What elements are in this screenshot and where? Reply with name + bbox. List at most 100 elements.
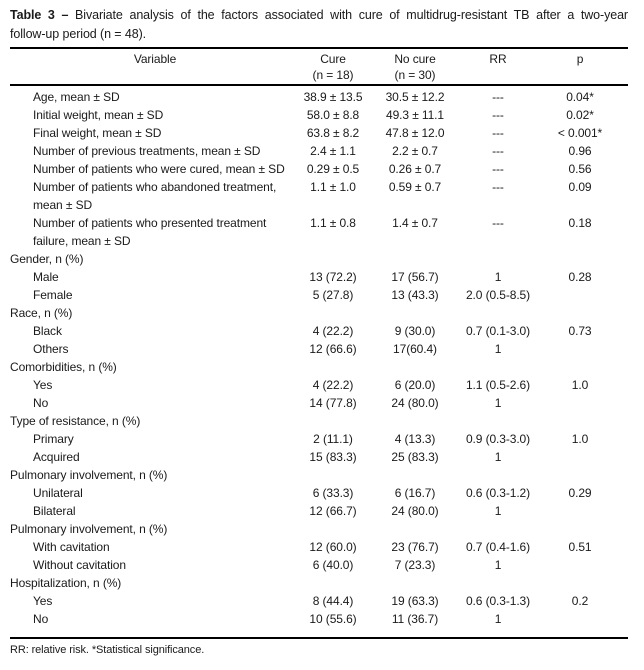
variable-cell: Without cavitation xyxy=(33,558,126,572)
group-label: Gender, n (%) xyxy=(10,252,84,266)
rr-cell: --- xyxy=(492,144,504,158)
table-body: Age, mean ± SD 38.9 ± 13.5 30.5 ± 12.2 --- 0… xyxy=(10,85,628,628)
header-row: Variable Cure (n = 18) No cure (n = 30) … xyxy=(10,49,628,86)
table-caption: Table 3 – Bivariate analysis of the fact… xyxy=(10,6,628,49)
variable-cell: Primary xyxy=(33,432,74,446)
p-cell: 0.51 xyxy=(568,540,592,554)
table-row: Primary 2 (11.1) 4 (13.3) 0.9 (0.3-3.0) 1.0 xyxy=(10,430,628,448)
table-row: Number of patients who presented treatme… xyxy=(10,214,628,250)
p-cell xyxy=(532,448,628,466)
variable-cell: Number of patients who presented treatme… xyxy=(33,216,267,248)
table-row: Number of patients who abandoned treatme… xyxy=(10,178,628,214)
p-cell: < 0.001* xyxy=(557,126,603,140)
table-row: Number of previous treatments, mean ± SD… xyxy=(10,142,628,160)
caption-line1: Table 3 – Bivariate analysis of the fact… xyxy=(10,6,628,25)
no-cure-cell: 0.26 ± 0.7 xyxy=(388,162,442,176)
no-cure-cell: 9 (30.0) xyxy=(394,324,436,338)
cure-cell: 10 (55.6) xyxy=(309,612,357,626)
variable-cell: Unilateral xyxy=(33,486,83,500)
no-cure-cell: 6 (16.7) xyxy=(394,486,436,500)
cure-cell: 4 (22.2) xyxy=(312,324,354,338)
variable-cell: Number of patients who were cured, mean … xyxy=(33,162,285,176)
table-row: No 14 (77.8) 24 (80.0) 1 xyxy=(10,394,628,412)
p-cell: 0.09 xyxy=(568,180,592,194)
p-cell: 0.29 xyxy=(568,486,592,500)
rr-cell: 2.0 (0.5-8.5) xyxy=(465,288,531,302)
table-row: Acquired 15 (83.3) 25 (83.3) 1 xyxy=(10,448,628,466)
rr-cell: 0.9 (0.3-3.0) xyxy=(465,432,531,446)
no-cure-cell: 2.2 ± 0.7 xyxy=(392,144,438,158)
rr-cell: 1 xyxy=(494,612,502,626)
table-row: Number of patients who were cured, mean … xyxy=(10,160,628,178)
table-header: Variable Cure (n = 18) No cure (n = 30) … xyxy=(10,49,628,86)
cure-cell: 0.29 ± 0.5 xyxy=(306,162,360,176)
table-container: Variable Cure (n = 18) No cure (n = 30) … xyxy=(10,49,628,639)
p-cell: 0.73 xyxy=(568,324,592,338)
p-cell: 1.0 xyxy=(571,378,589,392)
variable-cell: Acquired xyxy=(33,450,80,464)
cure-cell: 1.1 ± 0.8 xyxy=(310,216,356,230)
cure-cell: 2 (11.1) xyxy=(313,432,353,446)
cure-cell: 5 (27.8) xyxy=(312,288,354,302)
cure-cell: 2.4 ± 1.1 xyxy=(310,144,356,158)
no-cure-cell: 23 (76.7) xyxy=(391,540,439,554)
table-row: Age, mean ± SD 38.9 ± 13.5 30.5 ± 12.2 --- 0… xyxy=(10,85,628,106)
variable-cell: No xyxy=(33,396,49,410)
rr-cell: --- xyxy=(492,162,504,176)
cure-cell: 58.0 ± 8.8 xyxy=(306,108,360,122)
cure-cell: 38.9 ± 13.5 xyxy=(303,90,363,104)
no-cure-cell: 25 (83.3) xyxy=(391,450,439,464)
variable-cell: With cavitation xyxy=(33,540,110,554)
cure-cell: 15 (83.3) xyxy=(309,450,357,464)
cure-cell: 12 (66.7) xyxy=(309,504,357,518)
no-cure-cell: 0.59 ± 0.7 xyxy=(388,180,442,194)
table-row: Bilateral 12 (66.7) 24 (80.0) 1 xyxy=(10,502,628,520)
group-label: Hospitalization, n (%) xyxy=(10,576,122,590)
no-cure-cell: 13 (43.3) xyxy=(391,288,439,302)
variable-cell: Bilateral xyxy=(33,504,76,518)
no-cure-cell: 11 (36.7) xyxy=(391,612,439,626)
rr-cell: 0.7 (0.1-3.0) xyxy=(465,324,531,338)
rr-cell: 0.7 (0.4-1.6) xyxy=(465,540,531,554)
variable-cell: Male xyxy=(33,270,59,284)
group-header-row: Type of resistance, n (%) xyxy=(10,412,628,430)
cure-cell: 12 (66.6) xyxy=(309,342,357,356)
rr-cell: --- xyxy=(492,180,504,194)
variable-cell: Initial weight, mean ± SD xyxy=(33,108,164,122)
group-label: Comorbidities, n (%) xyxy=(10,360,117,374)
table-row: Yes 8 (44.4) 19 (63.3) 0.6 (0.3-1.3) 0.2 xyxy=(10,592,628,610)
rr-cell: 1 xyxy=(494,558,502,572)
group-header-row: Comorbidities, n (%) xyxy=(10,358,628,376)
group-header-row: Race, n (%) xyxy=(10,304,628,322)
group-header-row: Pulmonary involvement, n (%) xyxy=(10,520,628,538)
header-variable: Variable xyxy=(10,49,300,86)
table-row: Unilateral 6 (33.3) 6 (16.7) 0.6 (0.3-1.2) 0… xyxy=(10,484,628,502)
rr-cell: 1 xyxy=(494,450,502,464)
p-cell xyxy=(532,610,628,628)
table-row: Black 4 (22.2) 9 (30.0) 0.7 (0.1-3.0) 0.73 xyxy=(10,322,628,340)
table-row: Female 5 (27.8) 13 (43.3) 2.0 (0.5-8.5) xyxy=(10,286,628,304)
table-row: Others 12 (66.6) 17(60.4) 1 xyxy=(10,340,628,358)
rr-cell: --- xyxy=(492,108,504,122)
p-cell: 1.0 xyxy=(571,432,589,446)
cure-cell: 1.1 ± 1.0 xyxy=(310,180,356,194)
p-cell: 0.02* xyxy=(566,108,594,122)
cure-cell: 14 (77.8) xyxy=(309,396,357,410)
no-cure-cell: 19 (63.3) xyxy=(391,594,439,608)
no-cure-cell: 4 (13.3) xyxy=(394,432,436,446)
p-cell: 0.04* xyxy=(566,90,594,104)
table-row: Initial weight, mean ± SD 58.0 ± 8.8 49.3 … xyxy=(10,106,628,124)
variable-cell: Others xyxy=(33,342,69,356)
header-cure: Cure (n = 18) xyxy=(300,49,366,86)
table-row: Yes 4 (22.2) 6 (20.0) 1.1 (0.5-2.6) 1.0 xyxy=(10,376,628,394)
p-cell: 0.2 xyxy=(571,594,589,608)
group-label: Pulmonary involvement, n (%) xyxy=(10,522,168,536)
no-cure-cell: 7 (23.3) xyxy=(394,558,436,572)
variable-cell: Yes xyxy=(33,378,53,392)
no-cure-cell: 17 (56.7) xyxy=(391,270,439,284)
p-cell: 0.96 xyxy=(568,144,592,158)
group-header-row: Pulmonary involvement, n (%) xyxy=(10,466,628,484)
p-cell xyxy=(532,340,628,358)
rr-cell: --- xyxy=(492,90,504,104)
